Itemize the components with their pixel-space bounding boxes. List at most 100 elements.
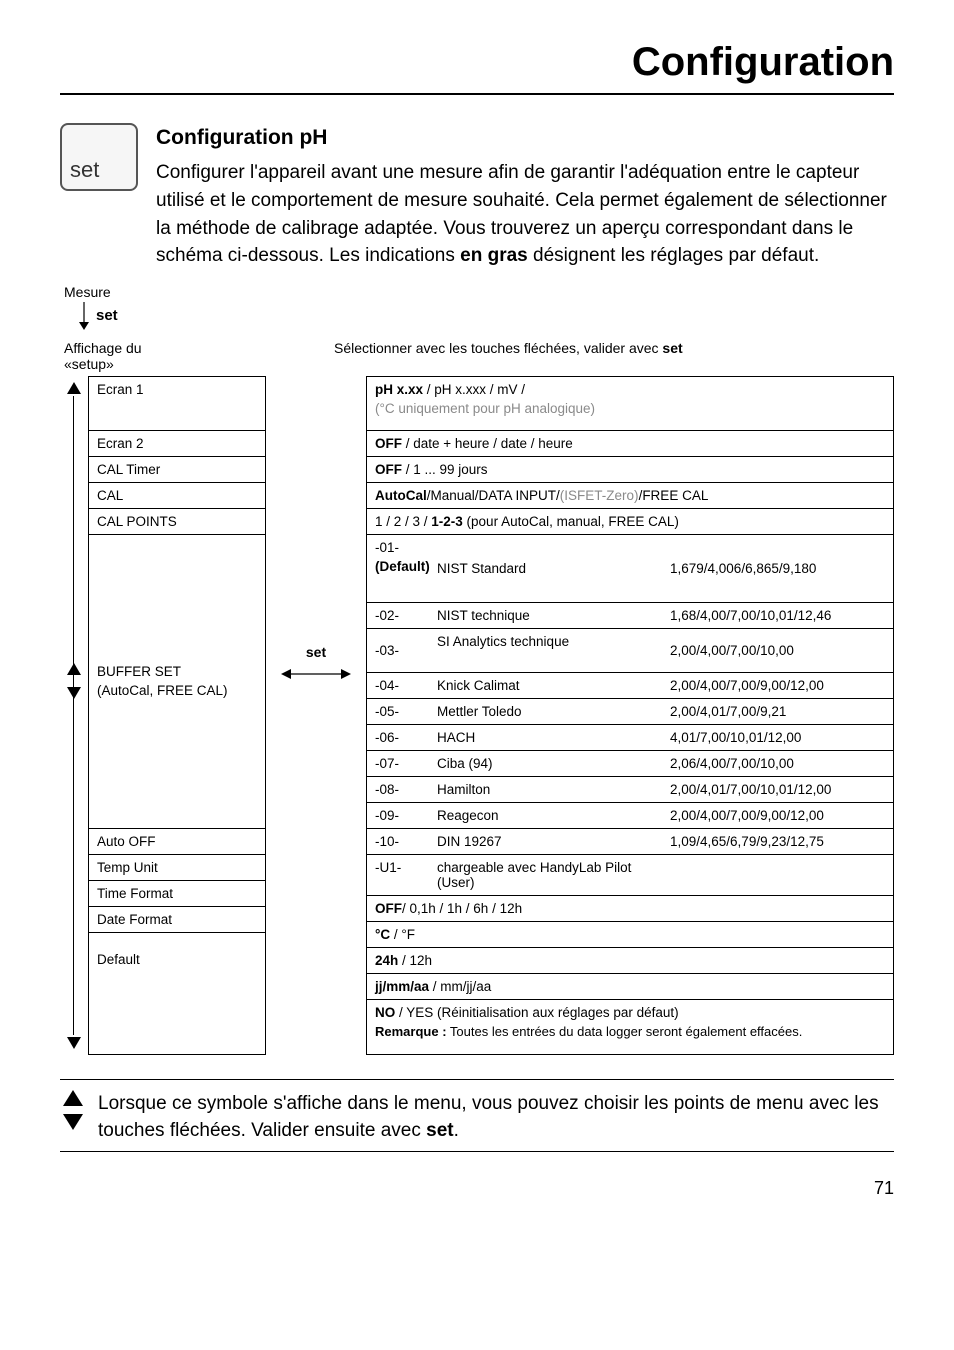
buffer-name-6: Ciba (94) (437, 756, 670, 771)
buffer-code-4: -05- (375, 704, 437, 719)
left-rail (60, 376, 88, 1055)
options-column: pH x.xx / pH x.xxx / mV / (°C uniquement… (366, 376, 894, 1055)
menu-column: Ecran 1 Ecran 2 CAL Timer CAL CAL POINTS… (88, 376, 266, 1055)
opt-tempunit-b: / °F (390, 927, 415, 942)
mid-set-label: set (306, 644, 326, 660)
buffer-vals-6: 2,06/4,00/7,00/10,00 (670, 756, 885, 771)
buffer-name-4: Mettler Toledo (437, 704, 670, 719)
buffer-name-0: NIST Standard (437, 540, 670, 597)
opt-cal-a: AutoCal (375, 488, 427, 503)
buffer-name-5: HACH (437, 730, 670, 745)
opt-default-b: / YES (Réinitialisation aux réglages par… (395, 1005, 678, 1020)
menu-cal-timer: CAL Timer (89, 457, 265, 483)
opt-default-note-a: Remarque : (375, 1024, 447, 1039)
menu-buffer-set-label: BUFFER SET (97, 664, 257, 679)
opt-ecran2: OFF / date + heure / date / heure (367, 431, 893, 457)
buffer-name-1: NIST technique (437, 608, 670, 623)
menu-auto-off: Auto OFF (89, 829, 265, 855)
buffer-row-8: -09-Reagecon2,00/4,00/7,00/9,00/12,00 (367, 803, 893, 829)
footer-text-1: Lorsque ce symbole s'affiche dans le men… (98, 1093, 879, 1142)
menu-time-format: Time Format (89, 881, 265, 907)
opt-calpoints-c: (pour AutoCal, manual, FREE CAL) (463, 514, 679, 529)
opt-autooff: OFF/ 0,1h / 1h / 6h / 12h (367, 896, 893, 922)
buffer-code-8: -09- (375, 808, 437, 823)
mid-column: set (266, 376, 366, 1055)
opt-cal-d: /FREE CAL (639, 488, 709, 503)
intro-section: set Configuration pH Configurer l'appare… (60, 123, 894, 270)
buffer-vals-2: 2,00/4,00/7,00/10,00 (670, 634, 885, 667)
buffer-code-0a: -01- (375, 540, 399, 555)
opt-timeformat: 24h / 12h (367, 948, 893, 974)
menu-cal-points: CAL POINTS (89, 509, 265, 535)
menu-buffer-set: BUFFER SET (AutoCal, FREE CAL) (89, 535, 265, 829)
opt-timeformat-a: 24h (375, 953, 398, 968)
buffer-vals-4: 2,00/4,01/7,00/9,21 (670, 704, 885, 719)
opt-default: NO / YES (Réinitialisation aux réglages … (367, 1000, 893, 1054)
intro-body-bold: en gras (460, 245, 528, 266)
opt-cal: AutoCal/Manual/DATA INPUT/(ISFET-Zero)/F… (367, 483, 893, 509)
buffer-code-3: -04- (375, 678, 437, 693)
opt-cal-c: (ISFET-Zero) (560, 488, 639, 503)
buffer-name-9: DIN 19267 (437, 834, 670, 849)
affichage-label: Affichage du (64, 340, 294, 356)
opt-calpoints-a: 1 / 2 / 3 / (375, 514, 431, 529)
buffer-name-2: SI Analytics technique (437, 634, 670, 667)
buffer-name-3: Knick Calimat (437, 678, 670, 693)
opt-caltimer-a: OFF (375, 462, 402, 477)
title-rule (60, 93, 894, 95)
buffer-vals-0: 1,679/4,006/6,865/9,180 (670, 540, 885, 597)
opt-timeformat-b: / 12h (398, 953, 432, 968)
buffer-row-9: -10-DIN 192671,09/4,65/6,79/9,23/12,75 (367, 829, 893, 855)
intro-heading: Configuration pH (156, 123, 894, 153)
opt-caltimer: OFF / 1 ... 99 jours (367, 457, 893, 483)
footer-rule-bottom (60, 1151, 894, 1152)
opt-tempunit-a: °C (375, 927, 390, 942)
footer-text-2: . (454, 1120, 459, 1141)
config-diagram: Ecran 1 Ecran 2 CAL Timer CAL CAL POINTS… (60, 376, 894, 1055)
opt-default-a: NO (375, 1005, 395, 1020)
buffer-row-5: -06-HACH4,01/7,00/10,01/12,00 (367, 725, 893, 751)
buffer-vals-3: 2,00/4,00/7,00/9,00/12,00 (670, 678, 885, 693)
page-number: 71 (60, 1178, 894, 1199)
buffer-vals-9: 1,09/4,65/6,79/9,23/12,75 (670, 834, 885, 849)
updown-arrow-icon (60, 1090, 86, 1130)
buffer-vals-7: 2,00/4,01/7,00/10,01/12,00 (670, 782, 885, 797)
select-hint-bold: set (662, 340, 682, 356)
menu-ecran1: Ecran 1 (89, 377, 265, 431)
opt-autooff-b: / 0,1h / 1h / 6h / 12h (402, 901, 522, 916)
down-arrow-icon (78, 302, 90, 330)
buffer-code-1: -02- (375, 608, 437, 623)
buffer-row-10: -U1-chargeable avec HandyLab Pilot (User… (367, 855, 893, 896)
buffer-code-9: -10- (375, 834, 437, 849)
buffer-name-8: Reagecon (437, 808, 670, 823)
select-hint: Sélectionner avec les touches fléchées, … (334, 340, 662, 356)
opt-dateformat-b: / mm/jj/aa (429, 979, 491, 994)
double-arrow-icon (281, 666, 351, 682)
buffer-row-7: -08-Hamilton2,00/4,01/7,00/10,01/12,00 (367, 777, 893, 803)
buffer-code-10: -U1- (375, 860, 437, 890)
menu-buffer-set-sub: (AutoCal, FREE CAL) (97, 683, 257, 698)
opt-ecran2-b: / date + heure / date / heure (402, 436, 573, 451)
buffer-code-6: -07- (375, 756, 437, 771)
setup-label: «setup» (64, 356, 294, 372)
buffer-vals-5: 4,01/7,00/10,01/12,00 (670, 730, 885, 745)
opt-caltimer-b: / 1 ... 99 jours (402, 462, 488, 477)
buffer-row-1: -02-NIST technique1,68/4,00/7,00/10,01/1… (367, 603, 893, 629)
opt-default-note-b: Toutes les entrées du data logger seront… (447, 1024, 803, 1039)
buffer-code-5: -06- (375, 730, 437, 745)
buffer-row-3: -04-Knick Calimat2,00/4,00/7,00/9,00/12,… (367, 673, 893, 699)
menu-temp-unit: Temp Unit (89, 855, 265, 881)
footer-text-bold: set (426, 1120, 453, 1141)
buffer-vals-8: 2,00/4,00/7,00/9,00/12,00 (670, 808, 885, 823)
opt-calpoints-b: 1-2-3 (431, 514, 463, 529)
buffer-row-0: -01- (Default) NIST Standard 1,679/4,006/… (367, 535, 893, 603)
buffer-row-6: -07-Ciba (94)2,06/4,00/7,00/10,00 (367, 751, 893, 777)
buffer-code-7: -08- (375, 782, 437, 797)
buffer-name-10: chargeable avec HandyLab Pilot (User) (437, 860, 670, 890)
buffer-vals-10 (670, 860, 885, 890)
opt-ecran1-b: / pH x.xxx / mV / (423, 382, 525, 397)
buffer-vals-1: 1,68/4,00/7,00/10,01/12,46 (670, 608, 885, 623)
set-arrow-row: set (78, 302, 894, 330)
buffer-code-0b: (Default) (375, 559, 437, 574)
set-key-label: set (70, 157, 99, 183)
